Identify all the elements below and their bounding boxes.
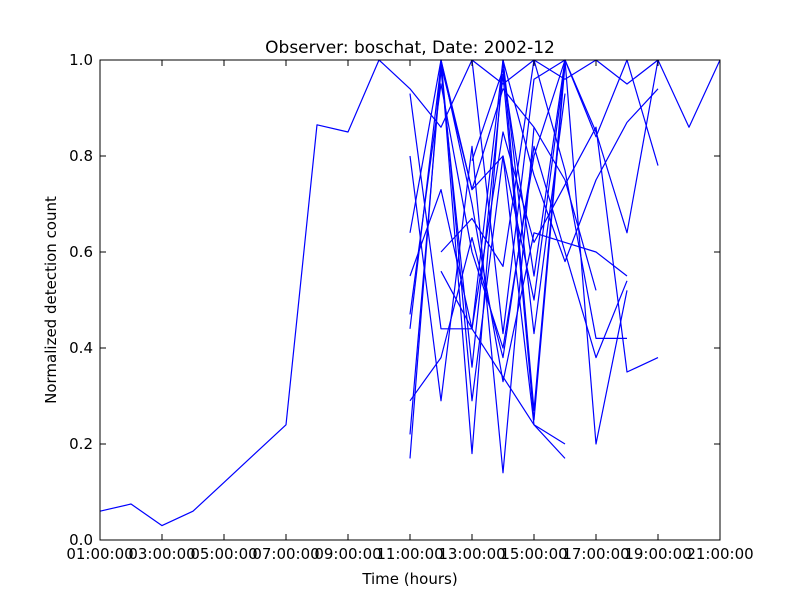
chart-title: Observer: boschat, Date: 2002-12 [265,38,555,58]
series-line-11 [440,59,628,383]
x-tick-label: 03:00:00 [128,545,195,563]
y-tick-label: 1.0 [69,51,93,69]
x-tick-label: 01:00:00 [66,545,133,563]
series-layer [99,59,721,527]
series-line-15 [409,93,566,459]
x-tick-label: 05:00:00 [190,545,257,563]
x-tick-label: 07:00:00 [252,545,319,563]
y-tick-label: 0.4 [69,339,93,357]
series-line-2 [409,59,566,459]
x-tick-label: 17:00:00 [562,545,629,563]
series-line-14 [502,59,659,263]
x-tick-label: 19:00:00 [624,545,691,563]
series-line-4 [409,127,535,474]
y-tick-label: 0.8 [69,147,93,165]
series-line-16 [440,59,597,291]
series-line-10 [409,145,628,402]
y-tick-label: 0.6 [69,243,93,261]
series-line-5 [409,59,566,445]
y-tick-label: 0.2 [69,435,93,453]
series-line-3 [409,64,566,435]
x-tick-label: 21:00:00 [686,545,753,563]
x-tick-label: 15:00:00 [500,545,567,563]
x-tick-label: 09:00:00 [314,545,381,563]
series-line-1 [99,59,721,527]
x-tick-label: 11:00:00 [376,545,443,563]
series-line-7 [409,64,566,329]
y-tick-label: 0.0 [69,531,93,549]
x-tick-label: 13:00:00 [438,545,505,563]
series-line-9 [440,126,659,373]
y-axis-label: Normalized detection count [42,196,60,404]
x-axis-label: Time (hours) [361,570,457,588]
plot-frame [99,59,721,541]
ticks-layer: 01:00:0003:00:0005:00:0007:00:0009:00:00… [66,51,753,563]
